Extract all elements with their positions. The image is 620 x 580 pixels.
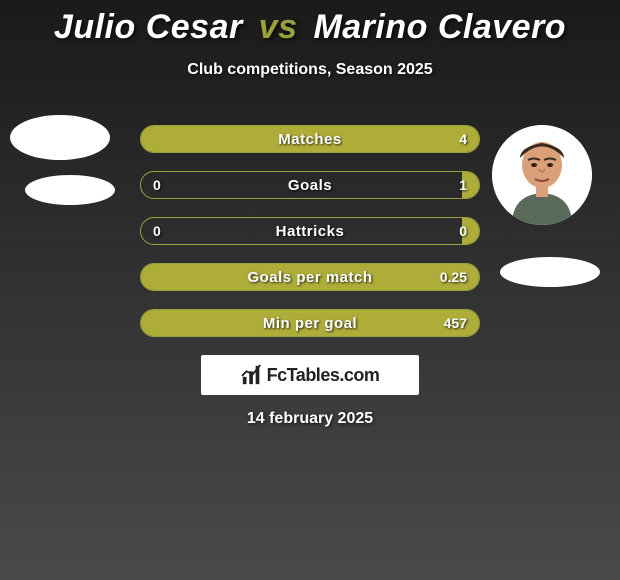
player1-club-badge	[25, 175, 115, 205]
date: 14 february 2025	[0, 410, 620, 428]
stat-value-right: 457	[432, 310, 479, 336]
comparison-card: Julio Cesar vs Marino Clavero Club compe…	[0, 0, 620, 580]
stat-row: Goals per match0.25	[140, 263, 480, 291]
stat-label: Hattricks	[141, 218, 479, 244]
stat-label: Goals	[141, 172, 479, 198]
stat-value-right: 0	[447, 218, 479, 244]
chart-icon	[241, 364, 263, 386]
title-player2: Marino Clavero	[313, 8, 566, 46]
player2-avatar	[492, 125, 592, 225]
player1-avatar	[10, 115, 110, 160]
stat-value-left	[141, 126, 165, 152]
title-vs: vs	[259, 8, 298, 46]
stat-value-left: 0	[141, 172, 173, 198]
player2-club-badge	[500, 257, 600, 287]
stat-value-right: 0.25	[428, 264, 479, 290]
stat-row: Min per goal457	[140, 309, 480, 337]
person-icon	[492, 125, 592, 225]
stat-row: Hattricks0 0	[140, 217, 480, 245]
brand-badge[interactable]: FcTables.com	[201, 355, 419, 395]
stat-row: Goals0 1	[140, 171, 480, 199]
stat-value-left	[141, 310, 165, 336]
stat-value-right: 4	[447, 126, 479, 152]
brand-text: FcTables.com	[267, 365, 380, 386]
stat-row: Matches4	[140, 125, 480, 153]
subtitle: Club competitions, Season 2025	[0, 61, 620, 79]
stat-value-left	[141, 264, 165, 290]
stat-value-left: 0	[141, 218, 173, 244]
stat-value-right: 1	[447, 172, 479, 198]
title: Julio Cesar vs Marino Clavero	[0, 8, 620, 47]
stat-bars: Matches4Goals01Hattricks00Goals per matc…	[140, 125, 480, 355]
stat-label: Min per goal	[141, 310, 479, 336]
stat-label: Matches	[141, 126, 479, 152]
title-player1: Julio Cesar	[54, 8, 243, 46]
